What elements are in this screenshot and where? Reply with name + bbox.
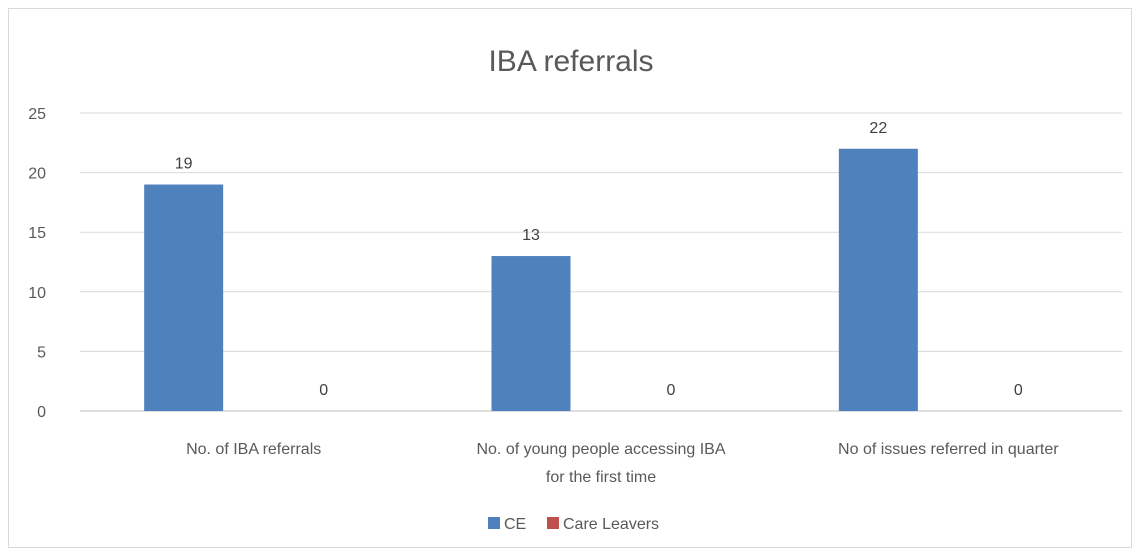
data-label: 0 bbox=[1014, 382, 1023, 399]
y-tick-label: 15 bbox=[28, 225, 46, 242]
data-labels: 19 0 13 0 22 0 bbox=[175, 120, 1023, 399]
y-tick-label: 25 bbox=[28, 106, 46, 123]
data-label: 0 bbox=[667, 382, 676, 399]
legend-label: CE bbox=[504, 516, 526, 533]
bar bbox=[144, 184, 224, 411]
data-label: 19 bbox=[175, 156, 193, 173]
y-tick-label: 10 bbox=[28, 285, 46, 302]
legend-swatch bbox=[547, 517, 559, 529]
category-label: No. of IBA referrals bbox=[186, 441, 321, 458]
category-label: No. of young people accessing IBA bbox=[476, 441, 725, 458]
legend-swatch bbox=[488, 517, 500, 529]
y-axis: 0 5 10 15 20 25 bbox=[28, 106, 46, 421]
bar bbox=[838, 148, 918, 411]
category-label: No of issues referred in quarter bbox=[838, 441, 1059, 458]
data-label: 22 bbox=[869, 120, 887, 137]
data-label: 0 bbox=[319, 382, 328, 399]
bars bbox=[144, 148, 918, 411]
y-tick-label: 20 bbox=[28, 166, 46, 183]
bar bbox=[491, 256, 571, 411]
y-tick-label: 0 bbox=[37, 404, 46, 421]
data-label: 13 bbox=[522, 227, 540, 244]
legend-label: Care Leavers bbox=[563, 516, 659, 533]
legend: CE Care Leavers bbox=[488, 516, 659, 533]
x-axis: No. of IBA referrals No. of young people … bbox=[186, 441, 1059, 486]
chart-title: IBA referrals bbox=[488, 45, 653, 78]
y-tick-label: 5 bbox=[37, 344, 46, 361]
gridlines bbox=[80, 112, 1122, 412]
category-label: for the first time bbox=[546, 469, 656, 486]
